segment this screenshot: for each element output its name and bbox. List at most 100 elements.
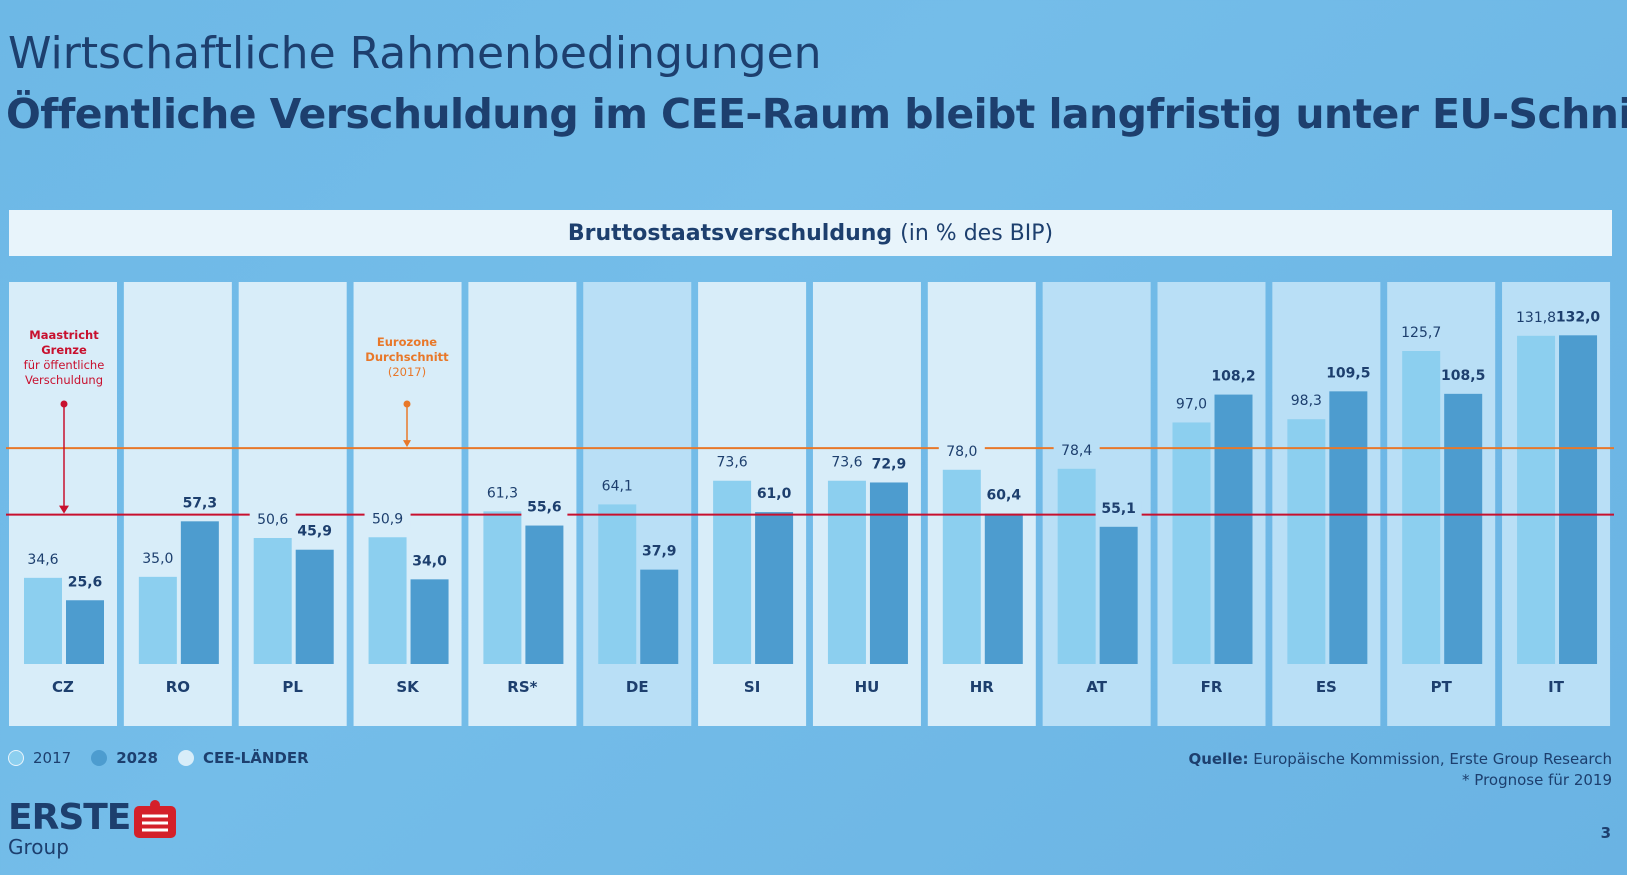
value-label-2017: 50,9 bbox=[372, 511, 403, 527]
value-label-2017: 78,4 bbox=[1061, 443, 1092, 459]
bar-2017 bbox=[24, 577, 62, 664]
bar-2028 bbox=[1329, 391, 1368, 664]
value-label-2017: 50,6 bbox=[257, 512, 288, 528]
maastricht-annotation-text: Maastricht bbox=[29, 328, 99, 342]
value-label-2017: 35,0 bbox=[142, 551, 173, 567]
category-label: ES bbox=[1316, 678, 1337, 696]
bar-2028 bbox=[984, 513, 1023, 664]
bar-2028 bbox=[180, 521, 219, 664]
label-background bbox=[364, 511, 411, 529]
value-label-2017: 125,7 bbox=[1401, 325, 1441, 341]
category-label: IT bbox=[1548, 678, 1565, 696]
bar-2017 bbox=[1402, 351, 1441, 664]
value-label-2028: 72,9 bbox=[872, 456, 907, 472]
bar-2017 bbox=[1057, 468, 1096, 664]
bar-2017 bbox=[598, 504, 637, 664]
value-label-2028: 61,0 bbox=[757, 486, 792, 502]
category-label: AT bbox=[1086, 678, 1107, 696]
bar-2017 bbox=[1517, 335, 1556, 664]
category-label: RO bbox=[166, 678, 190, 696]
category-label: SI bbox=[744, 678, 760, 696]
bar-2017 bbox=[138, 576, 177, 664]
bar-2028 bbox=[869, 482, 908, 664]
legend-label-2028: 2028 bbox=[116, 749, 158, 767]
page-subtitle: Öffentliche Verschuldung im CEE-Raum ble… bbox=[6, 90, 1627, 138]
maastricht-annotation-text: Verschuldung bbox=[25, 373, 103, 387]
eurozone-annotation-text: Eurozone bbox=[377, 335, 437, 349]
eurozone-annotation-text: (2017) bbox=[388, 365, 426, 379]
value-label-2017: 61,3 bbox=[487, 485, 518, 501]
value-label-2028: 132,0 bbox=[1556, 309, 1601, 325]
eurozone-annotation-text: Durchschnitt bbox=[365, 350, 449, 364]
value-label-2028: 25,6 bbox=[68, 574, 103, 590]
logo-name: ERSTE bbox=[8, 797, 131, 838]
bar-2017 bbox=[483, 511, 522, 664]
value-label-2028: 109,5 bbox=[1326, 365, 1370, 381]
bar-2017 bbox=[942, 469, 981, 664]
page-number: 3 bbox=[1600, 824, 1611, 842]
source-text: Europäische Kommission, Erste Group Rese… bbox=[1253, 750, 1612, 768]
value-label-2028: 55,1 bbox=[1101, 501, 1136, 517]
bar-2017 bbox=[1287, 419, 1326, 664]
bar-2028 bbox=[410, 579, 449, 664]
label-background bbox=[938, 443, 985, 461]
legend-item-2028: 2028 bbox=[91, 749, 158, 767]
value-label-2017: 97,0 bbox=[1176, 396, 1207, 412]
value-label-2017: 98,3 bbox=[1291, 393, 1322, 409]
bar-2028 bbox=[1214, 394, 1253, 664]
page-title: Wirtschaftliche Rahmenbedingungen bbox=[8, 28, 822, 79]
forecast-note: * Prognose für 2019 bbox=[1462, 771, 1612, 789]
chart-title-banner: Bruttostaatsverschuldung (in % des BIP) bbox=[9, 210, 1612, 256]
bar-2017 bbox=[713, 480, 752, 664]
category-label: HR bbox=[970, 678, 995, 696]
bar-2028 bbox=[525, 525, 564, 664]
category-label: FR bbox=[1201, 678, 1223, 696]
source-note: Quelle: Europäische Kommission, Erste Gr… bbox=[1188, 749, 1612, 791]
bar-2028 bbox=[66, 600, 104, 664]
bar-2028 bbox=[295, 549, 334, 664]
bar-2028 bbox=[1559, 335, 1598, 664]
legend-label-cee: CEE-LÄNDER bbox=[202, 749, 309, 767]
legend-item-2017: 2017 bbox=[8, 749, 71, 767]
sparkasse-s-icon bbox=[134, 800, 176, 838]
category-label: RS* bbox=[507, 678, 537, 696]
value-label-2028: 55,6 bbox=[527, 500, 562, 516]
bar-2028 bbox=[1444, 393, 1483, 664]
category-label: PL bbox=[282, 678, 303, 696]
legend-item-cee: CEE-LÄNDER bbox=[177, 749, 309, 767]
bar-2017 bbox=[253, 538, 292, 664]
label-background bbox=[1053, 442, 1100, 460]
value-label-2028: 108,5 bbox=[1441, 368, 1485, 384]
legend-swatch-2028 bbox=[91, 750, 108, 766]
category-label: DE bbox=[626, 678, 649, 696]
category-label: PT bbox=[1431, 678, 1453, 696]
maastricht-annotation-text: Grenze bbox=[41, 343, 87, 357]
value-label-2017: 131,8 bbox=[1516, 310, 1556, 326]
value-label-2028: 108,2 bbox=[1211, 369, 1255, 385]
label-background bbox=[521, 499, 568, 517]
value-label-2028: 57,3 bbox=[183, 495, 218, 511]
chart-title-bold: Bruttostaatsverschuldung bbox=[567, 220, 893, 246]
erste-logo: ERSTE Group bbox=[8, 797, 176, 859]
label-background bbox=[1095, 500, 1142, 518]
bar-2028 bbox=[1099, 526, 1138, 664]
legend-swatch-cee bbox=[177, 750, 194, 766]
bar-2017 bbox=[1172, 422, 1211, 664]
category-label: CZ bbox=[52, 678, 74, 696]
label-background bbox=[249, 512, 296, 530]
legend-swatch-2017 bbox=[8, 750, 24, 766]
bar-2028 bbox=[640, 569, 679, 664]
logo-sub: Group bbox=[8, 835, 69, 859]
maastricht-annotation-text: für öffentliche bbox=[24, 358, 105, 372]
value-label-2017: 78,0 bbox=[946, 444, 977, 460]
value-label-2017: 64,1 bbox=[602, 478, 633, 494]
value-label-2028: 60,4 bbox=[987, 488, 1022, 504]
value-label-2028: 45,9 bbox=[297, 524, 332, 540]
chart-title-unit: (in % des BIP) bbox=[900, 220, 1054, 246]
legend: 2017 2028 CEE-LÄNDER bbox=[8, 749, 329, 767]
value-label-2017: 73,6 bbox=[831, 455, 862, 471]
value-label-2028: 37,9 bbox=[642, 544, 677, 560]
bar-2017 bbox=[368, 537, 407, 664]
eurozone-arrow-icon bbox=[403, 440, 411, 448]
